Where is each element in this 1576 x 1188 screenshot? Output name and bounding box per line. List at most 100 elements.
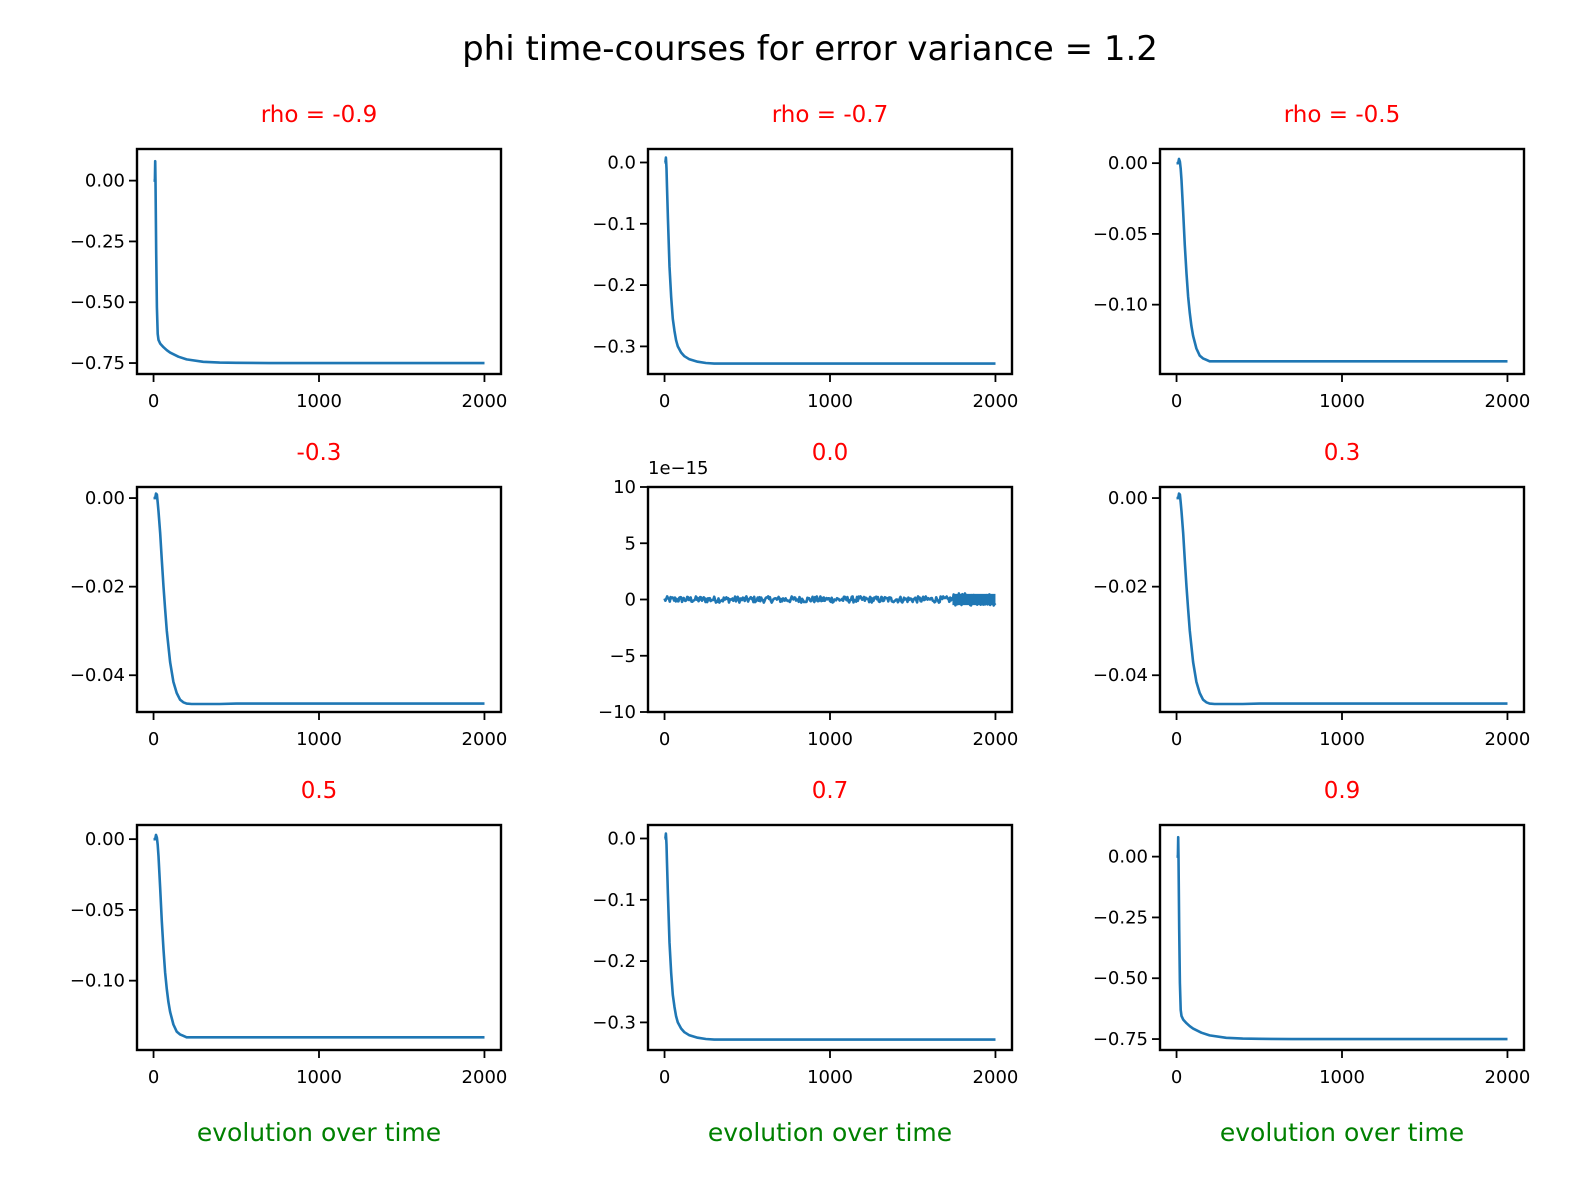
series-line — [1176, 157, 1508, 363]
x-tick-label: 2000 — [973, 1067, 1019, 1088]
y-tick-label: −0.50 — [1093, 968, 1148, 989]
y-tick-label: −0.1 — [592, 214, 636, 235]
x-tick-label: 2000 — [1485, 729, 1531, 750]
y-tick-label: 10 — [613, 477, 636, 498]
x-tick-label: 0 — [1171, 391, 1182, 412]
y-tick-label: −5 — [609, 646, 636, 667]
y-tick-label: −0.50 — [70, 292, 125, 313]
y-tick-label: −0.04 — [70, 665, 125, 686]
plot-frame — [135, 485, 503, 714]
subplot-3: rho = -0.5 0 1000 2000 0.00 −0.05 −0.10 — [1093, 102, 1531, 412]
subplot-title: 0.7 — [812, 778, 849, 804]
x-tick-label: 2000 — [1485, 391, 1531, 412]
y-tick-label: −0.02 — [70, 577, 125, 598]
plot-frame — [1158, 485, 1526, 714]
subplot-title: 0.0 — [812, 440, 849, 466]
x-tick-label: 2000 — [462, 729, 508, 750]
y-tick-label: −0.2 — [592, 275, 636, 296]
y-tick-label: −0.3 — [592, 336, 636, 357]
y-tick-label: −0.10 — [1093, 295, 1148, 316]
series-line — [663, 592, 997, 607]
plot-frame — [1158, 823, 1526, 1052]
y-tick-label: −0.75 — [70, 353, 125, 374]
x-tick-label: 1000 — [1319, 391, 1365, 412]
y-tick-label: −0.2 — [592, 951, 636, 972]
subplot-title: 0.5 — [301, 778, 338, 804]
x-tick-label: 2000 — [462, 391, 508, 412]
x-tick-label: 0 — [148, 729, 159, 750]
x-tick-label: 0 — [1171, 729, 1182, 750]
x-tick-label: 2000 — [973, 729, 1019, 750]
y-tick-label: 0.00 — [1108, 488, 1148, 509]
series-line — [664, 832, 996, 1041]
y-tick-label: −0.10 — [70, 971, 125, 992]
series-line — [153, 833, 485, 1039]
x-tick-label: 1000 — [807, 1067, 853, 1088]
x-tick-label: 1000 — [1319, 729, 1365, 750]
y-scale-label: 1e−15 — [648, 458, 709, 479]
y-tick-label: −10 — [598, 702, 636, 723]
subplot-title: 0.3 — [1324, 440, 1361, 466]
y-tick-label: −0.02 — [1093, 577, 1148, 598]
y-tick-label: −0.25 — [70, 231, 125, 252]
x-tick-label: 0 — [148, 1067, 159, 1088]
series-line — [1176, 835, 1508, 1041]
y-tick-label: −0.05 — [70, 900, 125, 921]
x-axis-label: evolution over time — [708, 1118, 952, 1147]
y-tick-label: 0.00 — [85, 171, 125, 192]
x-tick-label: 1000 — [1319, 1067, 1365, 1088]
x-tick-label: 0 — [659, 729, 670, 750]
plot-frame — [135, 147, 503, 376]
subplot-5: 0.0 0 1000 2000 10 5 0 −5 −10 1e−15 — [598, 440, 1018, 750]
y-tick-label: −0.05 — [1093, 224, 1148, 245]
y-tick-label: −0.75 — [1093, 1029, 1148, 1050]
figure-title: phi time-courses for error variance = 1.… — [462, 29, 1158, 69]
x-axis-label: evolution over time — [1220, 1118, 1464, 1147]
y-tick-label: 0.00 — [85, 488, 125, 509]
plot-frame — [646, 823, 1014, 1052]
series-line — [153, 159, 485, 365]
series-line — [1176, 492, 1508, 706]
plot-frame — [1158, 147, 1526, 376]
series-line — [153, 492, 485, 706]
x-tick-label: 2000 — [1485, 1067, 1531, 1088]
x-tick-label: 0 — [659, 391, 670, 412]
y-tick-label: −0.04 — [1093, 665, 1148, 686]
y-tick-label: 0.00 — [85, 829, 125, 850]
y-tick-label: 0 — [625, 590, 636, 611]
y-tick-label: 0.0 — [607, 152, 636, 173]
y-tick-label: 0.00 — [1108, 153, 1148, 174]
series-line — [664, 156, 996, 365]
x-axis-label: evolution over time — [197, 1118, 441, 1147]
subplot-4: -0.3 0 1000 2000 0.00 −0.02 −0.04 — [70, 440, 508, 750]
y-tick-label: −0.25 — [1093, 907, 1148, 928]
x-tick-label: 0 — [148, 391, 159, 412]
y-tick-label: 0.00 — [1108, 847, 1148, 868]
y-tick-label: −0.1 — [592, 890, 636, 911]
subplot-2: rho = -0.7 0 1000 2000 0.0 −0.1 −0.2 −0.3 — [592, 102, 1018, 412]
y-tick-label: 5 — [625, 533, 636, 554]
x-tick-label: 2000 — [973, 391, 1019, 412]
subplot-9: 0.9 0 1000 2000 0.00 −0.25 −0.50 −0.75 evolution… — [1093, 778, 1531, 1147]
x-tick-label: 1000 — [296, 391, 342, 412]
y-tick-label: 0.0 — [607, 828, 636, 849]
plot-frame — [646, 147, 1014, 376]
x-tick-label: 1000 — [807, 729, 853, 750]
subplot-1: rho = -0.9 0 1000 2000 0.00 −0.25 −0.50 −0.75 — [70, 102, 508, 412]
subplot-6: 0.3 0 1000 2000 0.00 −0.02 −0.04 — [1093, 440, 1531, 750]
subplot-8: 0.7 0 1000 2000 0.0 −0.1 −0.2 −0.3 evolution ove… — [592, 778, 1018, 1147]
subplot-title: 0.9 — [1324, 778, 1361, 804]
subplot-grid: rho = -0.90 1000 20000.00−0.25−0.50−0.75rh… — [70, 102, 1531, 1147]
plot-frame — [135, 823, 503, 1052]
subplot-7: 0.5 0 1000 2000 0.00 −0.05 −0.10 evolution over… — [70, 778, 508, 1147]
x-tick-label: 1000 — [296, 729, 342, 750]
x-tick-label: 2000 — [462, 1067, 508, 1088]
x-tick-label: 0 — [1171, 1067, 1182, 1088]
subplot-title: rho = -0.7 — [772, 102, 888, 128]
x-tick-label: 0 — [659, 1067, 670, 1088]
x-tick-label: 1000 — [296, 1067, 342, 1088]
subplot-title: -0.3 — [297, 440, 342, 466]
x-tick-label: 1000 — [807, 391, 853, 412]
